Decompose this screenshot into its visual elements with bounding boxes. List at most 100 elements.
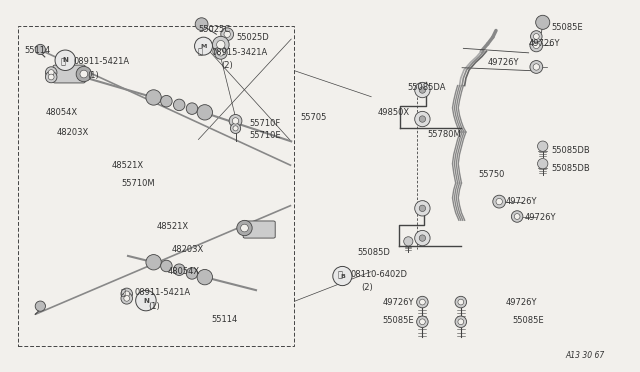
Text: 49850X: 49850X	[378, 108, 410, 117]
Ellipse shape	[531, 31, 542, 42]
Ellipse shape	[224, 31, 230, 38]
Text: 55114: 55114	[24, 46, 51, 55]
Ellipse shape	[538, 141, 548, 151]
Text: 55085E: 55085E	[383, 316, 414, 325]
Text: 49726Y: 49726Y	[383, 298, 414, 307]
Ellipse shape	[49, 70, 54, 76]
Text: B: B	[340, 273, 345, 279]
Ellipse shape	[415, 111, 430, 127]
Text: 48521X: 48521X	[157, 222, 189, 231]
Ellipse shape	[455, 316, 467, 327]
Ellipse shape	[333, 266, 352, 286]
Ellipse shape	[455, 296, 467, 308]
Ellipse shape	[417, 296, 428, 308]
Text: 48203X: 48203X	[172, 246, 204, 254]
Ellipse shape	[536, 15, 550, 29]
Ellipse shape	[197, 269, 212, 285]
Ellipse shape	[415, 230, 430, 246]
Ellipse shape	[35, 301, 45, 311]
Ellipse shape	[496, 198, 502, 205]
Ellipse shape	[146, 254, 161, 270]
Ellipse shape	[136, 290, 156, 311]
Text: 55085D: 55085D	[357, 248, 390, 257]
Text: 48054X: 48054X	[168, 267, 200, 276]
Ellipse shape	[195, 18, 208, 31]
Text: 49726Y: 49726Y	[488, 58, 519, 67]
Ellipse shape	[221, 28, 234, 41]
Ellipse shape	[404, 237, 413, 246]
Ellipse shape	[229, 115, 242, 127]
Ellipse shape	[420, 299, 426, 305]
FancyBboxPatch shape	[53, 65, 85, 83]
Ellipse shape	[419, 116, 426, 122]
Text: Ⓜ: Ⓜ	[198, 48, 203, 57]
Ellipse shape	[80, 70, 88, 78]
FancyBboxPatch shape	[243, 221, 275, 238]
Ellipse shape	[212, 36, 229, 53]
Text: (2): (2)	[362, 283, 373, 292]
Bar	[18, 26, 294, 346]
Ellipse shape	[458, 319, 463, 325]
Text: Ⓝ: Ⓝ	[121, 288, 126, 297]
Ellipse shape	[173, 99, 185, 110]
Ellipse shape	[538, 158, 548, 169]
Text: (1): (1)	[88, 71, 99, 80]
Text: N: N	[62, 57, 68, 63]
Text: Ⓝ: Ⓝ	[60, 57, 65, 66]
Text: 55085DB: 55085DB	[552, 146, 591, 155]
Text: 55085DB: 55085DB	[552, 164, 591, 173]
Ellipse shape	[45, 71, 57, 83]
Ellipse shape	[197, 105, 212, 120]
Text: (2): (2)	[221, 61, 233, 70]
Ellipse shape	[218, 49, 224, 56]
Ellipse shape	[233, 126, 238, 131]
Ellipse shape	[419, 87, 426, 93]
Text: 48203X: 48203X	[56, 128, 88, 137]
Ellipse shape	[55, 50, 76, 71]
Ellipse shape	[533, 33, 539, 39]
Ellipse shape	[533, 42, 540, 49]
Ellipse shape	[195, 37, 212, 55]
Ellipse shape	[237, 220, 252, 236]
Ellipse shape	[530, 39, 543, 52]
Text: 55085E: 55085E	[512, 316, 543, 325]
Ellipse shape	[419, 235, 426, 241]
Ellipse shape	[121, 288, 132, 299]
Ellipse shape	[186, 103, 198, 114]
Ellipse shape	[232, 118, 239, 124]
Text: 08911-5421A: 08911-5421A	[134, 288, 191, 297]
Ellipse shape	[493, 195, 506, 208]
Ellipse shape	[216, 41, 225, 49]
Text: 55085DA: 55085DA	[407, 83, 445, 92]
Text: 55025C: 55025C	[198, 25, 230, 33]
Ellipse shape	[173, 264, 185, 275]
Text: 49726Y: 49726Y	[506, 298, 537, 307]
Text: 55085E: 55085E	[552, 23, 583, 32]
Text: A13 30 67: A13 30 67	[566, 351, 605, 360]
Text: 48521X: 48521X	[112, 161, 144, 170]
Ellipse shape	[124, 295, 129, 301]
Ellipse shape	[186, 268, 198, 279]
Text: N: N	[143, 298, 149, 304]
Ellipse shape	[214, 46, 227, 59]
Ellipse shape	[49, 74, 54, 80]
Text: 48054X: 48054X	[46, 108, 78, 117]
Ellipse shape	[533, 64, 540, 70]
Text: 49726Y: 49726Y	[506, 197, 537, 206]
Text: 49726Y: 49726Y	[529, 39, 560, 48]
Ellipse shape	[45, 67, 57, 78]
Ellipse shape	[76, 66, 92, 82]
Ellipse shape	[530, 61, 543, 73]
Ellipse shape	[419, 205, 426, 212]
Text: 55710M: 55710M	[122, 179, 156, 188]
Ellipse shape	[458, 299, 463, 305]
Text: 08110-6402D: 08110-6402D	[351, 270, 408, 279]
Text: Ⓑ: Ⓑ	[337, 270, 342, 279]
Ellipse shape	[241, 224, 248, 232]
Ellipse shape	[515, 214, 520, 219]
Ellipse shape	[146, 90, 161, 105]
Ellipse shape	[511, 211, 523, 222]
Text: 55750: 55750	[479, 170, 505, 179]
Text: 55710F: 55710F	[250, 119, 281, 128]
Text: 55780M: 55780M	[428, 130, 461, 139]
